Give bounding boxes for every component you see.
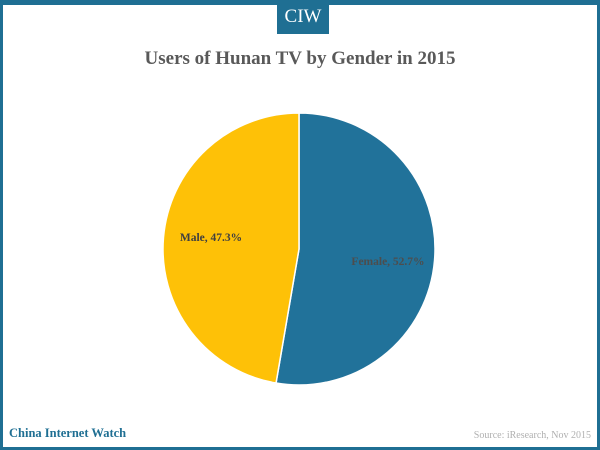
pie-chart: Female, 52.7% Male, 47.3% bbox=[162, 112, 436, 386]
pie-labels: Female, 52.7% Male, 47.3% bbox=[180, 232, 425, 268]
pie-slice-male bbox=[162, 112, 300, 384]
pie-slices bbox=[162, 112, 436, 386]
footer-brand: China Internet Watch bbox=[9, 426, 127, 440]
ciw-logo-badge: CIW bbox=[277, 0, 329, 34]
chart-title: Users of Hunan TV by Gender in 2015 bbox=[144, 48, 456, 69]
pie-slice-female bbox=[275, 112, 436, 386]
footer-source: Source: iResearch, Nov 2015 bbox=[473, 430, 591, 441]
pie-label-female: Female, 52.7% bbox=[351, 256, 424, 268]
pie-label-male: Male, 47.3% bbox=[180, 232, 242, 244]
